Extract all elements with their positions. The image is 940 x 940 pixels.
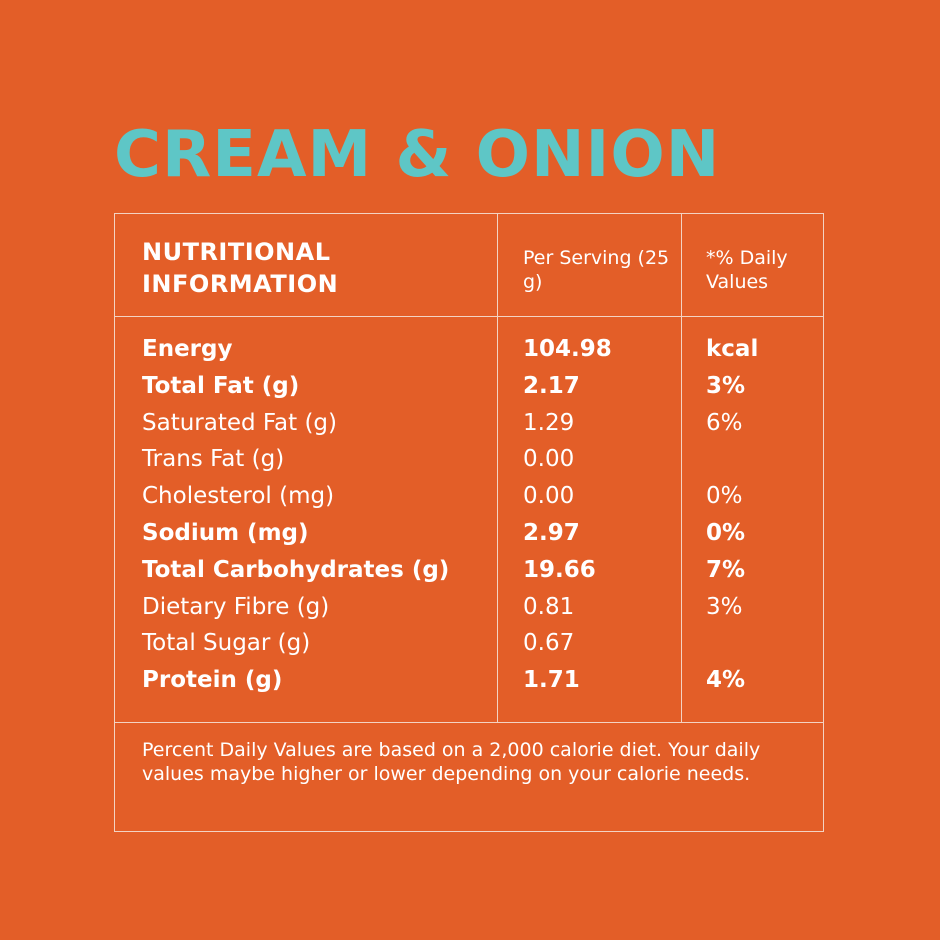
nutrient-name: Total Carbohydrates (g): [142, 556, 450, 583]
daily-value: 0%: [706, 520, 746, 546]
nutrition-table: NUTRITIONAL INFORMATION Per Serving (25 …: [114, 213, 824, 832]
nutrient-name: Total Sugar (g): [142, 630, 311, 657]
daily-value: 0%: [706, 483, 743, 510]
nutrient-value: 0.67: [523, 630, 575, 657]
nutrient-value: 0.81: [523, 593, 575, 620]
nutrient-value: 0.00: [523, 483, 575, 510]
daily-value: 6%: [706, 409, 743, 436]
row-divider: [115, 722, 823, 723]
header-daily: *% Daily Values: [706, 247, 788, 293]
nutrient-value: 19.66: [523, 556, 596, 583]
nutrient-value: 1.29: [523, 409, 575, 436]
nutrient-name: Protein (g): [142, 667, 283, 694]
product-title: CREAM & ONION: [114, 118, 721, 192]
header-serving: Per Serving (25 g): [523, 247, 670, 293]
nutrient-value: 104.98: [523, 336, 612, 362]
daily-value: 3%: [706, 372, 746, 399]
nutrient-name: Trans Fat (g): [142, 446, 285, 473]
daily-value: kcal: [706, 336, 759, 362]
nutrient-name: Energy: [142, 336, 233, 362]
nutrient-name: Cholesterol (mg): [142, 483, 335, 510]
nutrient-name: Saturated Fat (g): [142, 409, 338, 436]
daily-value: 7%: [706, 556, 746, 583]
daily-value: 4%: [706, 667, 746, 694]
column-divider: [681, 214, 682, 723]
daily-value: 3%: [706, 593, 743, 620]
row-divider: [115, 316, 823, 317]
column-divider: [497, 214, 498, 723]
nutrient-value: 2.17: [523, 372, 580, 399]
nutrient-name: Total Fat (g): [142, 372, 300, 399]
nutrient-name: Sodium (mg): [142, 520, 309, 546]
header-label: NUTRITIONAL INFORMATION: [142, 238, 339, 298]
footnote: Percent Daily Values are based on a 2,00…: [142, 739, 761, 785]
nutrient-value: 0.00: [523, 446, 575, 473]
nutrient-value: 2.97: [523, 520, 580, 546]
nutrient-value: 1.71: [523, 667, 580, 694]
nutrient-name: Dietary Fibre (g): [142, 593, 330, 620]
